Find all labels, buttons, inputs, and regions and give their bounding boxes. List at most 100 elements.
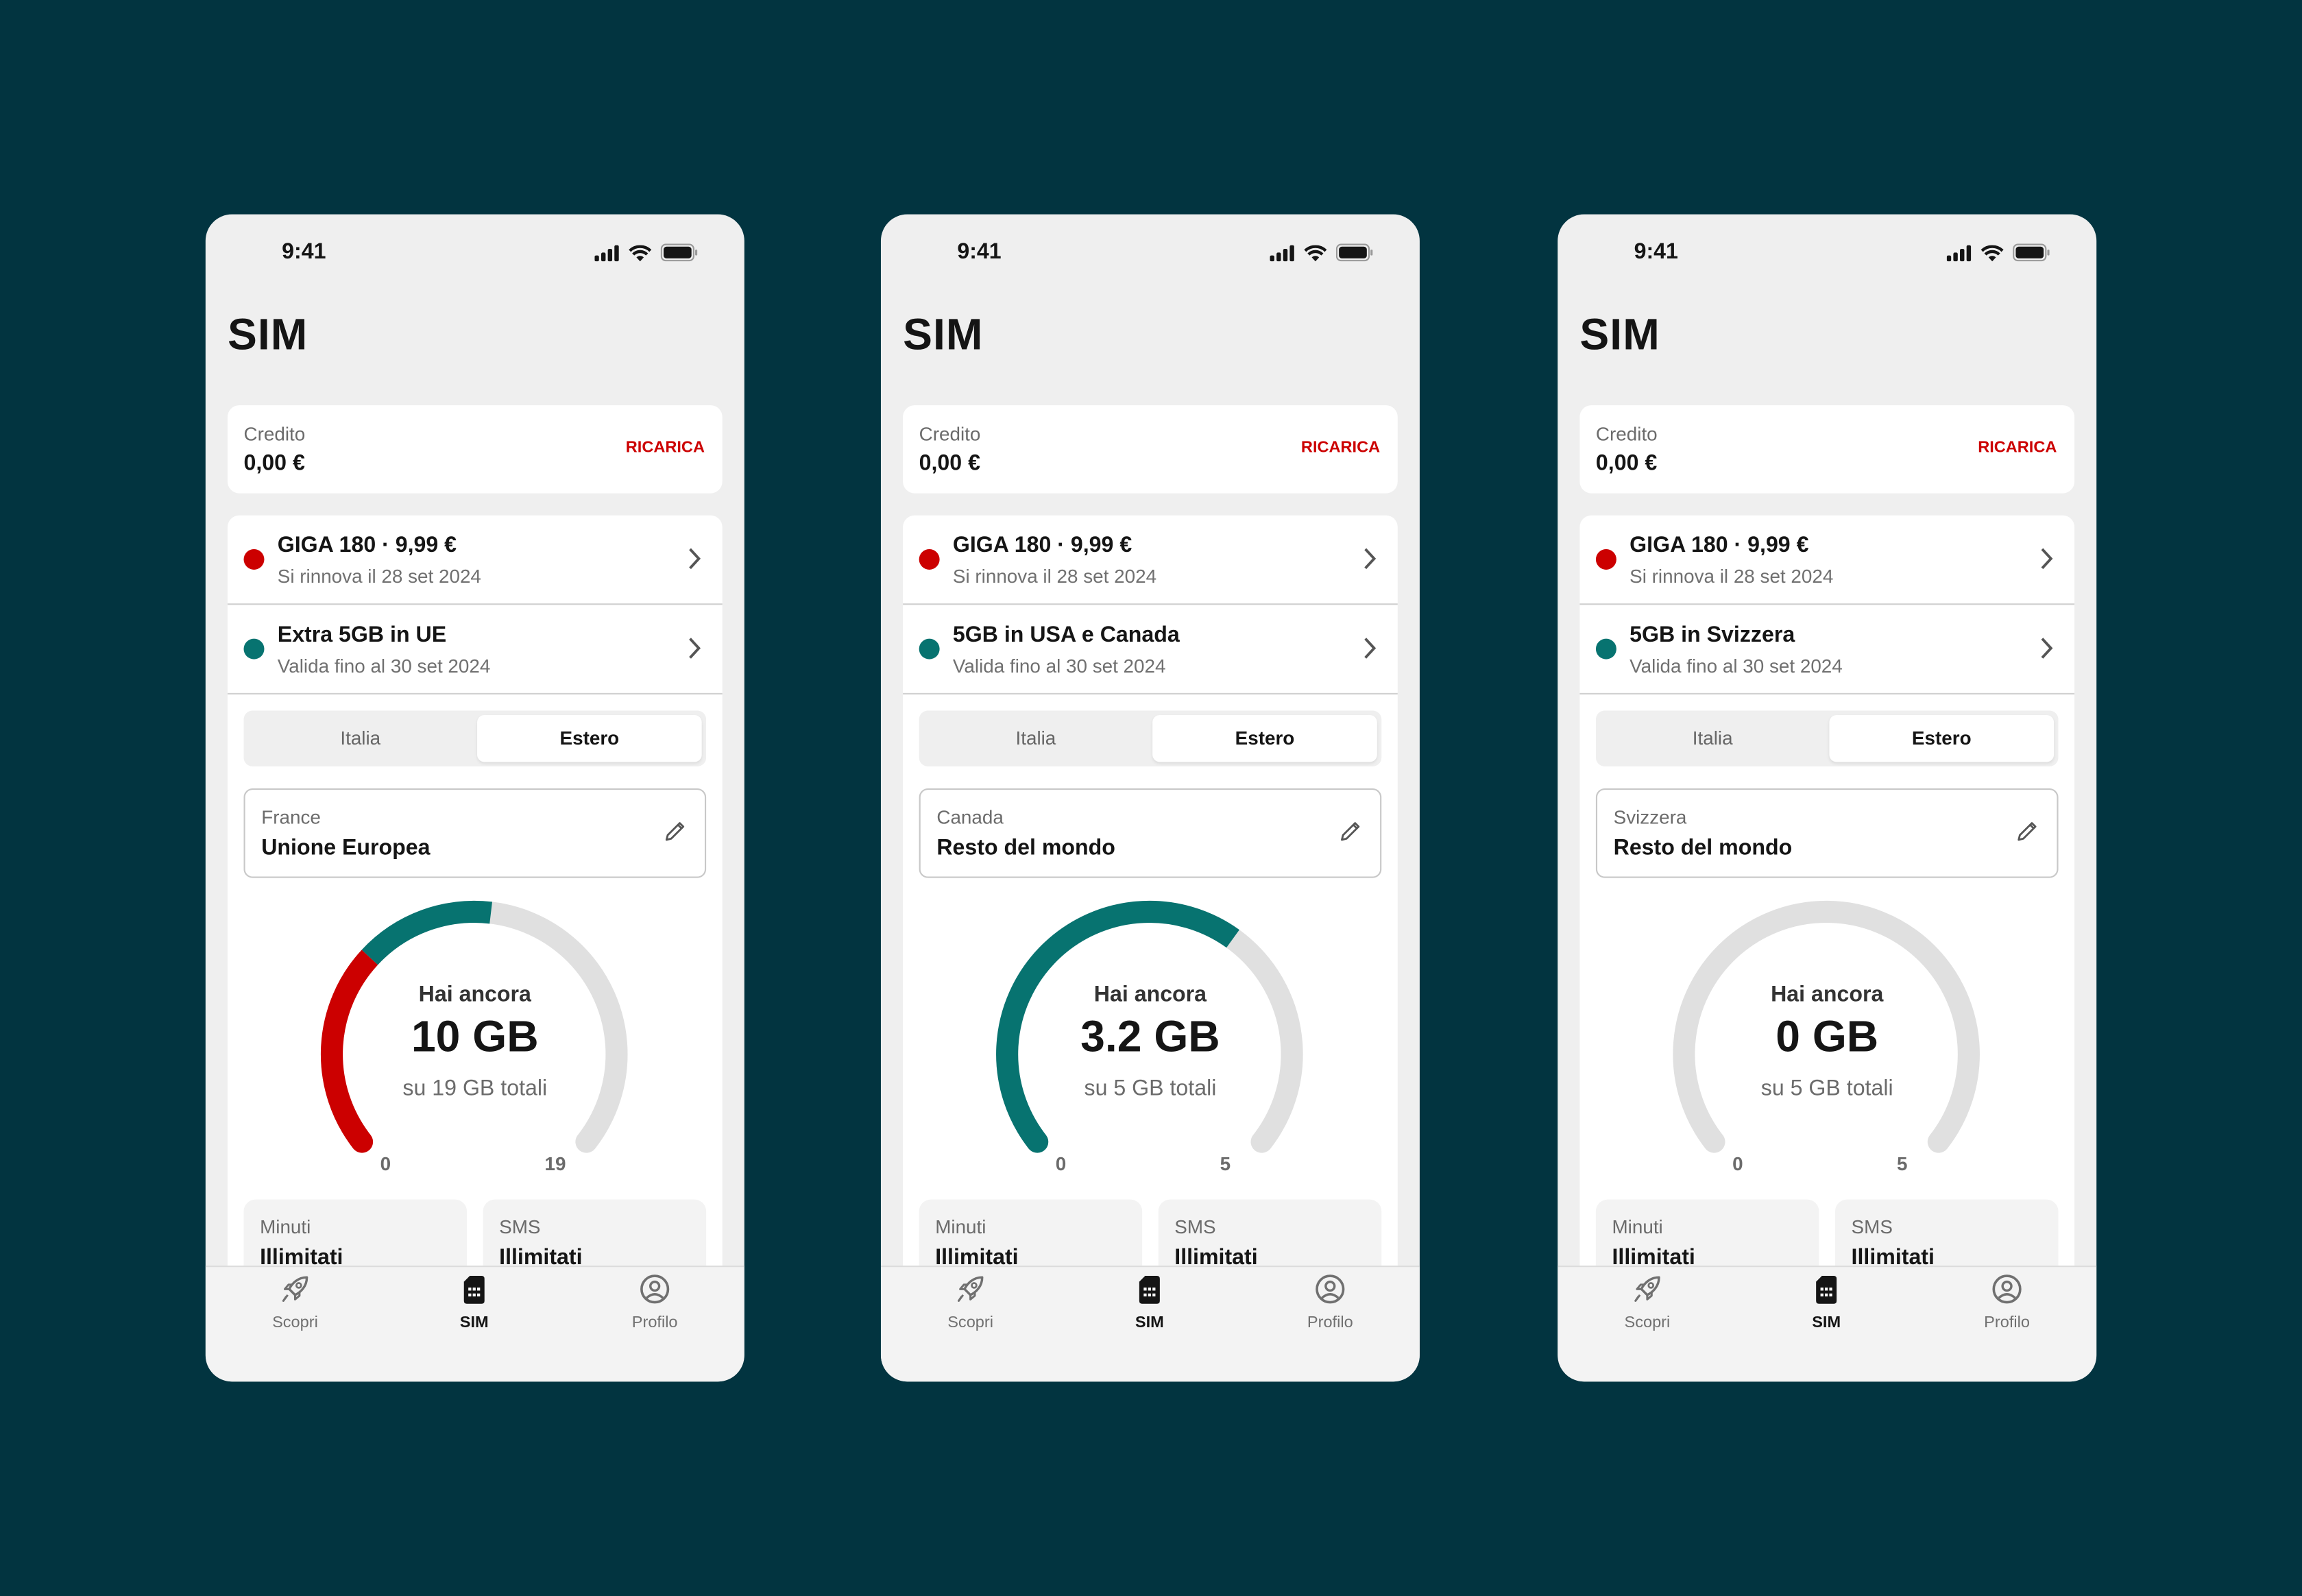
tab-estero[interactable]: Estero <box>1152 714 1377 762</box>
country-field[interactable]: Canada Resto del mondo <box>919 788 1382 878</box>
sim-card-icon <box>1139 1276 1160 1304</box>
data-gauge <box>320 900 628 1153</box>
battery-icon <box>1335 243 1373 262</box>
nav-label: Profilo <box>1984 1314 2030 1332</box>
gauge-remaining: 0 GB <box>1776 1013 1879 1062</box>
nav-label: Profilo <box>631 1314 678 1332</box>
gauge-segment <box>361 900 492 965</box>
profile-icon <box>1992 1274 2022 1304</box>
battery-icon <box>660 243 698 262</box>
country-label: Canada <box>936 806 1004 828</box>
plan-name: 5GB in Svizzera <box>1629 622 1795 648</box>
status-time: 9:41 <box>282 239 326 265</box>
gauge-title: Hai ancora <box>1771 982 1884 1008</box>
plan-detail: Valida fino al 30 set 2024 <box>952 655 1166 677</box>
nav-label: Scopri <box>1624 1314 1671 1332</box>
credit-label: Credito <box>1595 422 1658 445</box>
data-gauge <box>996 900 1303 1153</box>
status-icons <box>1946 243 2050 262</box>
rocket-icon <box>1634 1276 1660 1302</box>
chevron-right-icon <box>689 548 701 570</box>
recharge-button[interactable]: RICARICA <box>1978 439 2057 457</box>
gauge-remaining: 10 GB <box>411 1013 539 1062</box>
bottom-nav: Scopri SIM Profilo <box>880 1266 1420 1382</box>
plans-panel: GIGA 180 · 9,99 € Si rinnova il 28 set 2… <box>903 515 1398 1288</box>
sms-label: SMS <box>499 1216 541 1238</box>
nav-sim[interactable]: SIM <box>1084 1273 1216 1332</box>
credit-label: Credito <box>919 422 981 445</box>
gauge-total: su 5 GB totali <box>1760 1076 1893 1102</box>
plan-row[interactable]: GIGA 180 · 9,99 € Si rinnova il 28 set 2… <box>227 516 723 605</box>
tab-italia[interactable]: Italia <box>1015 727 1056 749</box>
battery-icon <box>2013 243 2050 262</box>
wifi-icon <box>1304 244 1327 261</box>
plans-panel: GIGA 180 · 9,99 € Si rinnova il 28 set 2… <box>1579 515 2075 1288</box>
status-icons <box>594 243 698 262</box>
credit-card: Credito 0,00 € RICARICA <box>903 405 1398 494</box>
plan-row[interactable]: Extra 5GB in UE Valida fino al 30 set 20… <box>227 605 723 694</box>
sim-card-icon <box>463 1276 485 1304</box>
nav-scopri[interactable]: Scopri <box>229 1273 361 1332</box>
tab-italia[interactable]: Italia <box>340 727 381 749</box>
nav-profilo[interactable]: Profilo <box>1264 1273 1396 1332</box>
nav-sim[interactable]: SIM <box>408 1273 540 1332</box>
gauge-title: Hai ancora <box>418 982 531 1008</box>
tab-italia[interactable]: Italia <box>1692 727 1733 749</box>
plan-row[interactable]: GIGA 180 · 9,99 € Si rinnova il 28 set 2… <box>903 516 1398 605</box>
gauge-min-label: 0 <box>1732 1152 1743 1175</box>
plans-panel: GIGA 180 · 9,99 € Si rinnova il 28 set 2… <box>227 515 723 1288</box>
country-label: France <box>261 806 321 828</box>
nav-sim[interactable]: SIM <box>1760 1273 1893 1331</box>
chevron-right-icon <box>2041 548 2053 570</box>
gauge-remaining: 3.2 GB <box>1080 1013 1220 1062</box>
page-title: SIM <box>227 311 308 360</box>
pencil-icon[interactable] <box>1339 819 1362 843</box>
nav-profilo[interactable]: Profilo <box>1941 1273 2073 1332</box>
status-icons <box>1270 243 1373 262</box>
gauge-track <box>1673 900 1980 1153</box>
gauge-total: su 5 GB totali <box>1084 1076 1217 1102</box>
wifi-icon <box>629 244 652 261</box>
plan-detail: Si rinnova il 28 set 2024 <box>1629 565 1834 588</box>
tab-estero[interactable]: Estero <box>1829 714 2055 762</box>
credit-value: 0,00 € <box>1595 450 1658 476</box>
tab-estero[interactable]: Estero <box>477 714 702 762</box>
pencil-icon[interactable] <box>664 819 687 843</box>
segmented-control: Italia Estero <box>1595 710 2059 766</box>
plan-name: GIGA 180 · 9,99 € <box>1629 533 1809 558</box>
sms-label: SMS <box>1851 1216 1893 1238</box>
plan-row[interactable]: GIGA 180 · 9,99 € Si rinnova il 28 set 2… <box>1579 516 2075 605</box>
plan-name: 5GB in USA e Canada <box>952 622 1180 648</box>
gauge-total: su 19 GB totali <box>402 1076 548 1102</box>
nav-scopri[interactable]: Scopri <box>1582 1273 1714 1332</box>
plan-status-dot <box>1595 638 1616 660</box>
plan-status-dot <box>919 638 940 660</box>
credit-card: Credito 0,00 € RICARICA <box>227 405 723 494</box>
phone-screen: 9:41 SIM Credito 0,00 € RICARICA GIGA 18… <box>1558 214 2097 1382</box>
gauge-max-label: 5 <box>1220 1152 1231 1175</box>
rocket-icon <box>957 1276 984 1302</box>
plan-status-dot <box>919 548 940 570</box>
gauge-max-label: 19 <box>544 1152 566 1175</box>
nav-scopri[interactable]: Scopri <box>904 1273 1037 1331</box>
status-time: 9:41 <box>957 239 1002 265</box>
nav-label: SIM <box>459 1314 489 1332</box>
recharge-button[interactable]: RICARICA <box>1300 439 1381 457</box>
nav-label: Scopri <box>272 1314 318 1332</box>
country-field[interactable]: Svizzera Resto del mondo <box>1595 788 2059 878</box>
bottom-nav: Scopri SIM Profilo <box>1558 1266 2097 1382</box>
pencil-icon[interactable] <box>2015 819 2039 843</box>
plan-name: GIGA 180 · 9,99 € <box>952 533 1132 558</box>
recharge-button[interactable]: RICARICA <box>625 439 705 457</box>
plan-row[interactable]: 5GB in USA e Canada Valida fino al 30 se… <box>903 605 1398 694</box>
chevron-right-icon <box>689 638 701 659</box>
nav-label: SIM <box>1135 1314 1164 1332</box>
plan-row[interactable]: 5GB in Svizzera Valida fino al 30 set 20… <box>1579 605 2075 694</box>
nav-profilo[interactable]: Profilo <box>589 1273 721 1332</box>
plan-detail: Si rinnova il 28 set 2024 <box>952 565 1157 588</box>
nav-label: Profilo <box>1307 1314 1353 1332</box>
plan-status-dot <box>1595 548 1616 570</box>
country-field[interactable]: France Unione Europea <box>243 788 707 878</box>
minutes-label: Minuti <box>1612 1216 1663 1238</box>
